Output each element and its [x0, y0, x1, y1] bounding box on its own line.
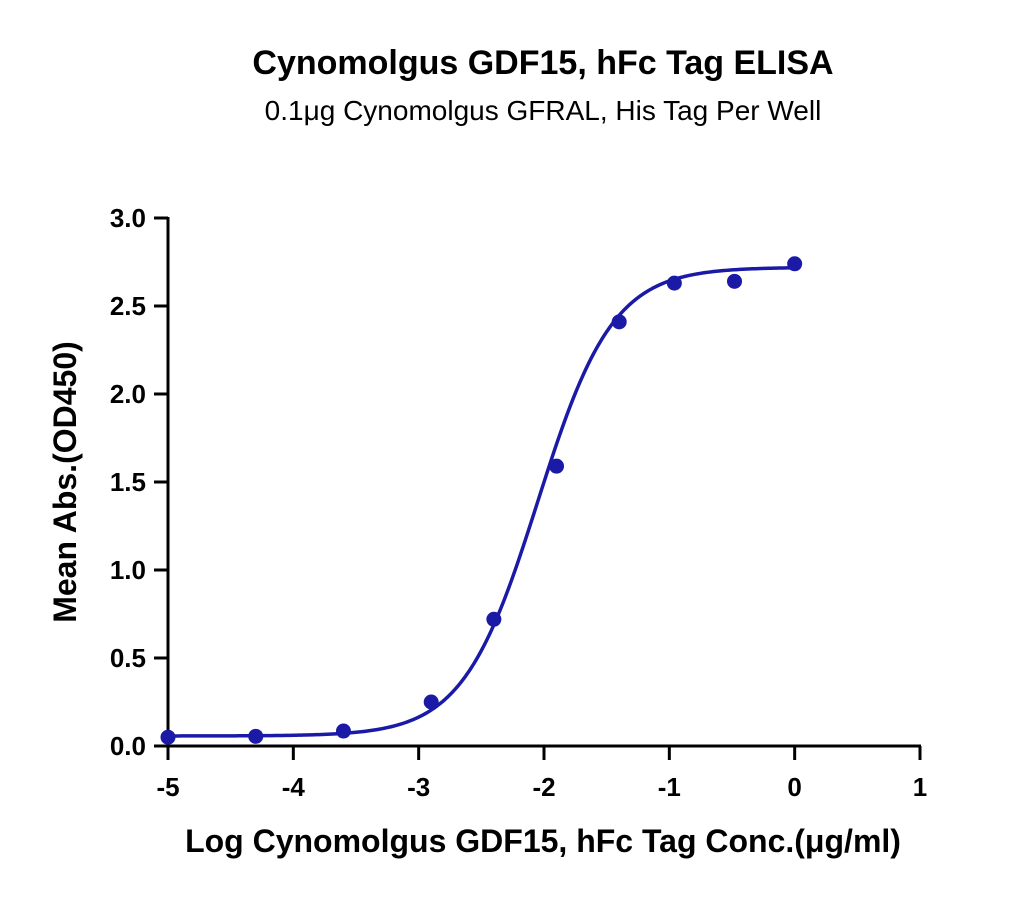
data-point: [549, 458, 565, 474]
data-point: [248, 728, 264, 744]
y-axis: 0.0 0.5 1.0 1.5 2.0 2.5 3.0: [110, 203, 170, 761]
data-point: [787, 256, 803, 272]
plot-area: [160, 256, 803, 745]
x-tick-label: -3: [407, 772, 430, 802]
chart-subtitle: 0.1μg Cynomolgus GFRAL, His Tag Per Well: [265, 95, 822, 126]
x-tick-label: 1: [913, 772, 927, 802]
y-tick-label: 2.0: [110, 379, 146, 409]
data-point: [160, 729, 176, 745]
x-axis: -5 -4 -3 -2 -1 0 1: [156, 744, 927, 802]
x-tick-label: -2: [532, 772, 555, 802]
y-tick-label: 2.5: [110, 291, 146, 321]
y-tick-label: 1.5: [110, 467, 146, 497]
y-tick-label: 0.5: [110, 643, 146, 673]
y-tick-label: 3.0: [110, 203, 146, 233]
x-axis-label: Log Cynomolgus GDF15, hFc Tag Conc.(μg/m…: [185, 823, 901, 859]
data-point: [423, 694, 439, 710]
data-point: [335, 723, 351, 739]
data-point: [666, 275, 682, 291]
x-tick-label: -4: [282, 772, 306, 802]
x-tick-label: -1: [658, 772, 681, 802]
y-axis-label: Mean Abs.(OD450): [47, 341, 83, 623]
y-tick-label: 1.0: [110, 555, 146, 585]
data-point: [611, 314, 627, 330]
data-point: [727, 273, 743, 289]
data-point: [486, 611, 502, 627]
y-tick-label: 0.0: [110, 731, 146, 761]
fit-curve-line: [168, 266, 795, 738]
x-tick-label: 0: [787, 772, 801, 802]
x-tick-label: -5: [156, 772, 179, 802]
chart-title: Cynomolgus GDF15, hFc Tag ELISA: [252, 44, 833, 82]
